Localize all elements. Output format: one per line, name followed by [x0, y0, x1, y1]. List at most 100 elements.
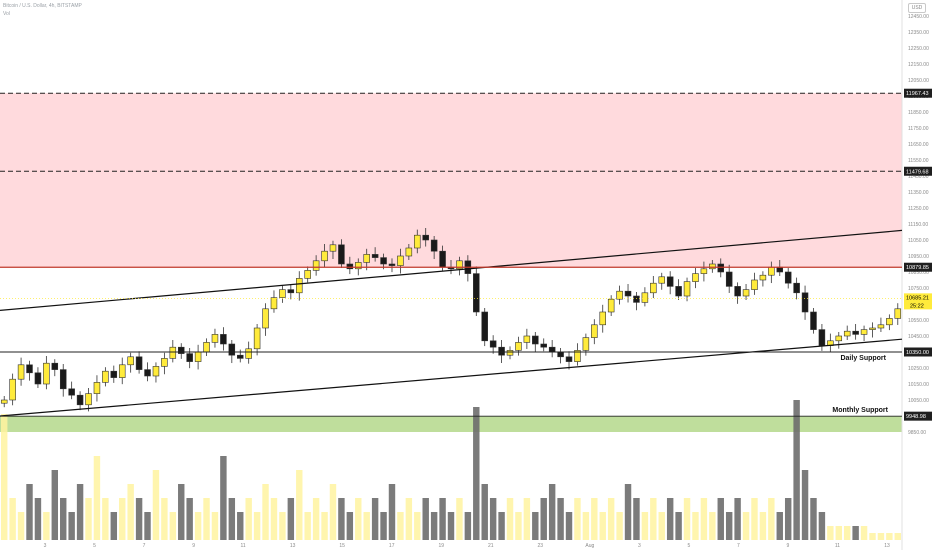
candle-body[interactable] — [801, 292, 809, 313]
candle-body[interactable] — [43, 362, 50, 385]
candle-body[interactable] — [692, 273, 699, 282]
candle-body[interactable] — [93, 382, 101, 394]
candle-body[interactable] — [852, 330, 859, 335]
candle-body[interactable] — [793, 282, 800, 294]
candle-body[interactable] — [515, 342, 522, 351]
candle-body[interactable] — [338, 244, 345, 265]
candle-body[interactable] — [85, 393, 92, 406]
candle-body[interactable] — [118, 364, 126, 378]
candle-body[interactable] — [717, 263, 725, 273]
candle-body[interactable] — [869, 327, 876, 330]
candle-body[interactable] — [700, 268, 708, 274]
candle-body[interactable] — [245, 348, 252, 359]
candle-body[interactable] — [228, 343, 236, 356]
candle-body[interactable] — [388, 263, 396, 266]
candle-body[interactable] — [9, 378, 16, 401]
trendline-lower-channel[interactable] — [0, 338, 903, 417]
candle-body[interactable] — [877, 324, 885, 329]
candle-body[interactable] — [633, 295, 640, 303]
candle-body[interactable] — [709, 263, 716, 270]
candle-body[interactable] — [161, 358, 168, 367]
candle-body[interactable] — [616, 290, 623, 300]
candle-body[interactable] — [776, 266, 784, 273]
candle-body[interactable] — [456, 260, 463, 270]
candle-body[interactable] — [237, 354, 244, 359]
candle-body[interactable] — [296, 278, 303, 294]
candle-body[interactable] — [177, 346, 185, 354]
candle-body[interactable] — [102, 370, 109, 383]
candle-body[interactable] — [523, 335, 531, 343]
candle-body[interactable] — [321, 250, 328, 262]
candle-body[interactable] — [784, 271, 792, 284]
candle-body[interactable] — [194, 351, 202, 362]
candle-body[interactable] — [371, 254, 379, 258]
candle-body[interactable] — [624, 290, 632, 297]
candle-body[interactable] — [270, 297, 278, 310]
candle-body[interactable] — [481, 311, 488, 342]
candle-body[interactable] — [253, 327, 261, 350]
candle-body[interactable] — [110, 370, 118, 378]
candle-body[interactable] — [203, 342, 210, 353]
candle-body[interactable] — [287, 289, 295, 294]
candle-body[interactable] — [489, 340, 497, 348]
candle-body[interactable] — [641, 292, 649, 303]
candle-body[interactable] — [473, 273, 480, 313]
candle-body[interactable] — [127, 356, 134, 366]
candle-body[interactable] — [599, 311, 606, 326]
candle-body[interactable] — [666, 276, 674, 287]
candle-body[interactable] — [548, 346, 556, 353]
candle-body[interactable] — [59, 369, 67, 390]
candle-body[interactable] — [363, 254, 370, 263]
currency-settings-button[interactable]: USD — [908, 3, 926, 13]
candle-body[interactable] — [329, 244, 337, 252]
candle-body[interactable] — [430, 239, 438, 252]
candle-body[interactable] — [439, 250, 446, 268]
candle-body[interactable] — [422, 234, 429, 241]
candle-body[interactable] — [683, 281, 691, 297]
candle-body[interactable] — [186, 353, 193, 362]
candle-body[interactable] — [810, 311, 817, 330]
candle-body[interactable] — [725, 271, 733, 287]
candle-body[interactable] — [886, 318, 893, 326]
candle-body[interactable] — [574, 350, 581, 362]
candle-body[interactable] — [380, 257, 387, 265]
candle-body[interactable] — [565, 356, 573, 362]
candle-body[interactable] — [650, 282, 657, 294]
candle-body[interactable] — [68, 388, 75, 396]
trendline-upper-channel[interactable] — [0, 229, 903, 311]
candle-body[interactable] — [34, 372, 42, 385]
candle-body[interactable] — [211, 334, 219, 343]
candle-body[interactable] — [17, 364, 25, 380]
candle-body[interactable] — [768, 266, 775, 276]
candle-body[interactable] — [312, 260, 320, 271]
candle-body[interactable] — [894, 308, 902, 319]
candle-body[interactable] — [532, 335, 539, 345]
candle-body[interactable] — [607, 298, 615, 313]
candle-body[interactable] — [169, 346, 177, 359]
candle-body[interactable] — [26, 364, 33, 374]
candle-body[interactable] — [658, 276, 665, 284]
candle-body[interactable] — [355, 262, 362, 270]
candle-body[interactable] — [759, 274, 767, 281]
candle-body[interactable] — [0, 399, 8, 404]
candle-body[interactable] — [540, 343, 547, 348]
candle-body[interactable] — [860, 329, 868, 335]
candle-body[interactable] — [51, 362, 59, 370]
candle-body[interactable] — [751, 279, 758, 290]
candle-body[interactable] — [582, 337, 590, 351]
candle-body[interactable] — [262, 308, 269, 329]
candle-body[interactable] — [843, 330, 851, 337]
candle-body[interactable] — [152, 366, 160, 377]
candle-body[interactable] — [591, 324, 598, 338]
candle-body[interactable] — [135, 356, 143, 370]
candle-body[interactable] — [498, 346, 505, 356]
candle-body[interactable] — [220, 334, 227, 345]
candle-body[interactable] — [304, 270, 311, 279]
candle-body[interactable] — [818, 329, 826, 346]
candle-body[interactable] — [346, 263, 354, 270]
candle-body[interactable] — [414, 234, 421, 249]
candle-body[interactable] — [405, 247, 413, 257]
candle-body[interactable] — [76, 394, 84, 406]
